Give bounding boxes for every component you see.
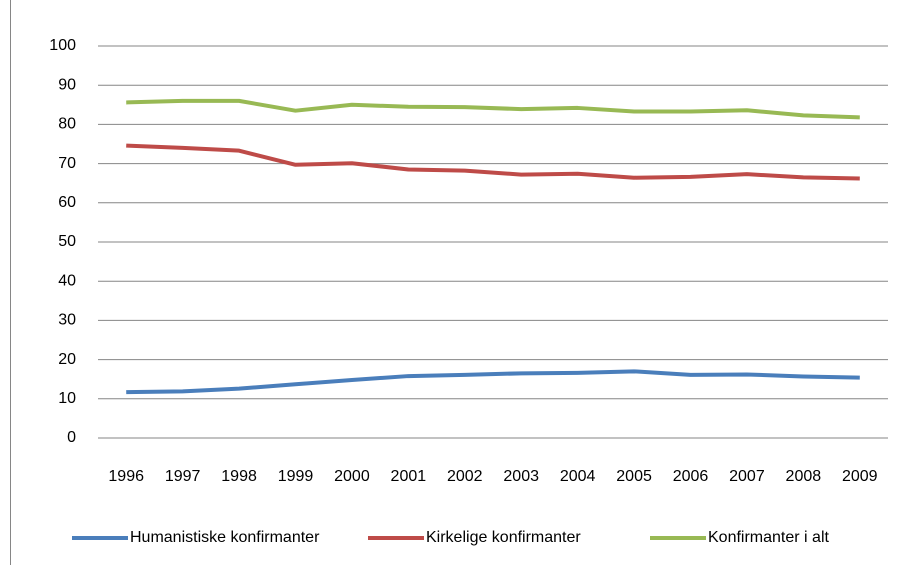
y-tick-label: 30 <box>58 312 76 329</box>
x-tick-label: 2005 <box>616 468 652 485</box>
x-tick-label: 1998 <box>221 468 257 485</box>
y-tick-label: 20 <box>58 351 76 368</box>
x-tick-label: 2006 <box>673 468 709 485</box>
y-tick-label: 10 <box>58 390 76 407</box>
x-tick-label: 2001 <box>391 468 427 485</box>
legend-label: Konfirmanter i alt <box>708 529 829 546</box>
x-tick-label: 1997 <box>165 468 201 485</box>
y-tick-label: 100 <box>49 37 76 54</box>
y-tick-label: 60 <box>58 194 76 211</box>
series-line <box>126 98 860 120</box>
series-line <box>126 369 860 395</box>
x-tick-label: 2007 <box>729 468 765 485</box>
legend-label: Kirkelige konfirmanter <box>426 529 581 546</box>
x-tick-label: 1999 <box>278 468 314 485</box>
series-line <box>126 143 860 181</box>
x-tick-label: 1996 <box>108 468 144 485</box>
y-tick-label: 40 <box>58 272 76 289</box>
chart-frame <box>10 0 11 565</box>
x-tick-label: 2008 <box>786 468 822 485</box>
x-tick-label: 2004 <box>560 468 596 485</box>
y-tick-label: 0 <box>67 429 76 446</box>
y-tick-label: 50 <box>58 233 76 250</box>
legend-label: Humanistiske konfirmanter <box>130 529 320 546</box>
y-tick-label: 70 <box>58 155 76 172</box>
y-tick-label: 90 <box>58 76 76 93</box>
x-tick-label: 2000 <box>334 468 370 485</box>
x-tick-label: 2009 <box>842 468 878 485</box>
y-tick-label: 80 <box>58 116 76 133</box>
x-tick-label: 2003 <box>503 468 539 485</box>
x-tick-label: 2002 <box>447 468 483 485</box>
